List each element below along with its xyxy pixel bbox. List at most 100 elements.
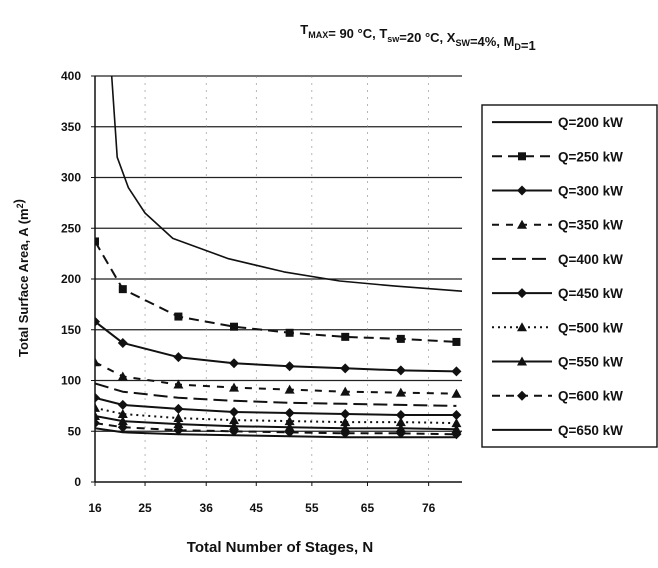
- data-point: [451, 366, 462, 377]
- y-axis-label: Total Surface Area, A (m2): [11, 199, 31, 357]
- legend: Q=200 kW Q=250 kW Q=300 kW Q=350 kW Q=400 kW…: [481, 104, 658, 448]
- y-tick-label: 350: [61, 120, 81, 134]
- data-point: [341, 332, 350, 341]
- data-point: [451, 410, 462, 421]
- series-layer: [95, 75, 462, 440]
- data-point: [395, 428, 406, 439]
- data-point: [452, 337, 461, 346]
- series-2: [95, 237, 461, 346]
- series-10: [95, 427, 457, 439]
- text-part: sw: [387, 34, 400, 44]
- series-line: [95, 361, 457, 395]
- text-part: SW: [455, 38, 470, 48]
- data-point: [173, 379, 184, 389]
- data-point: [229, 415, 240, 425]
- y-tick-label: 400: [61, 69, 81, 83]
- data-point: [395, 387, 406, 397]
- y-tick-label: 0: [74, 475, 81, 489]
- series-line: [95, 415, 457, 431]
- legend-label: Q=600 kW: [558, 389, 623, 404]
- data-point: [284, 384, 295, 394]
- series-3: [95, 316, 462, 377]
- x-tick-label: 16: [88, 501, 102, 515]
- data-point: [117, 408, 128, 418]
- grid-layer: [94, 75, 462, 482]
- data-point: [340, 408, 351, 419]
- data-point: [284, 407, 295, 418]
- text-part: =1: [521, 38, 536, 53]
- x-tick-label: 55: [305, 501, 319, 515]
- data-point: [340, 363, 351, 374]
- data-point: [95, 392, 100, 403]
- data-point: [95, 402, 100, 412]
- text-part: = 90 °C, T: [328, 26, 387, 41]
- y-tick-label: 250: [61, 221, 81, 235]
- x-tick-label: 45: [250, 501, 264, 515]
- text-part: ): [11, 199, 26, 203]
- chart-title: TMAX= 90 °C, Tsw=20 °C, XSW=4%, MD=1: [300, 22, 535, 53]
- y-tick-label: 200: [61, 272, 81, 286]
- legend-label: Q=350 kW: [558, 218, 623, 233]
- data-point: [95, 418, 100, 429]
- data-point: [395, 423, 406, 433]
- data-point: [173, 413, 184, 423]
- legend-label: Q=500 kW: [558, 320, 623, 335]
- data-point: [229, 382, 240, 392]
- legend-label: Q=650 kW: [558, 423, 623, 438]
- data-point: [117, 399, 128, 410]
- data-point: [340, 417, 351, 427]
- data-point: [284, 422, 295, 432]
- data-point: [229, 406, 240, 417]
- y-tick-label: 50: [68, 424, 82, 438]
- data-point: [95, 237, 99, 246]
- series-line: [95, 406, 457, 425]
- data-point: [95, 411, 100, 421]
- data-point: [284, 416, 295, 426]
- series-line: [95, 382, 457, 407]
- text-part: D: [514, 42, 521, 52]
- data-point: [229, 421, 240, 431]
- legend-marker: [517, 322, 527, 332]
- data-point: [229, 358, 240, 369]
- x-tick-label: 36: [200, 501, 214, 515]
- data-point: [395, 417, 406, 427]
- data-point: [284, 427, 295, 438]
- data-point: [284, 361, 295, 372]
- data-point: [173, 425, 184, 436]
- series-6: [95, 392, 462, 421]
- data-point: [229, 426, 240, 437]
- y-tick-label: 100: [61, 374, 81, 388]
- series-9: [95, 418, 462, 440]
- legend-label: Q=450 kW: [558, 286, 623, 301]
- data-point: [451, 418, 462, 428]
- data-point: [395, 410, 406, 421]
- series-8: [95, 411, 462, 434]
- data-point: [95, 316, 100, 327]
- axis-layer: 0 50 100 150 200 250 300 350 400 16 25 36 45 55 65 76: [61, 69, 462, 515]
- text-part: 2: [15, 203, 25, 208]
- legend-label: Q=200 kW: [558, 115, 623, 130]
- data-point: [285, 328, 294, 337]
- y-tick-label: 300: [61, 171, 81, 185]
- legend-marker: [517, 219, 527, 229]
- series-4: [95, 357, 462, 398]
- legend-marker: [517, 185, 527, 196]
- data-point: [395, 365, 406, 376]
- data-point: [117, 422, 128, 433]
- data-point: [451, 424, 462, 434]
- x-axis-label: Total Number of Stages, N: [187, 539, 373, 556]
- legend-label: Q=300 kW: [558, 184, 623, 199]
- data-point: [340, 423, 351, 433]
- x-tick-label: 76: [422, 501, 436, 515]
- series-line: [95, 422, 457, 436]
- y-tick-label: 150: [61, 323, 81, 337]
- x-tick-label: 25: [138, 501, 152, 515]
- series-line: [95, 320, 457, 373]
- text-part: =20 °C, X: [399, 30, 455, 45]
- series-line: [95, 396, 457, 416]
- data-point: [396, 334, 405, 343]
- data-point: [117, 371, 128, 381]
- data-point: [173, 403, 184, 414]
